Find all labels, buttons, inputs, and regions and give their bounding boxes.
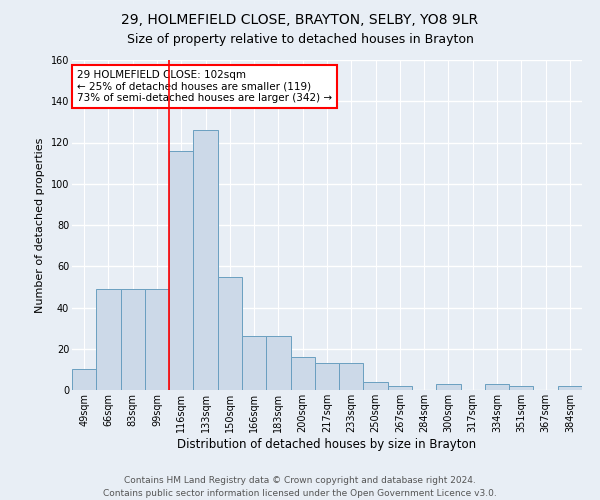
Bar — [388, 386, 412, 390]
Bar — [218, 276, 242, 390]
Bar — [436, 384, 461, 390]
Bar — [339, 363, 364, 390]
Bar — [558, 386, 582, 390]
Bar — [96, 289, 121, 390]
Bar — [145, 289, 169, 390]
Text: 29, HOLMEFIELD CLOSE, BRAYTON, SELBY, YO8 9LR: 29, HOLMEFIELD CLOSE, BRAYTON, SELBY, YO… — [121, 12, 479, 26]
Bar — [266, 336, 290, 390]
Text: Contains HM Land Registry data © Crown copyright and database right 2024.
Contai: Contains HM Land Registry data © Crown c… — [103, 476, 497, 498]
X-axis label: Distribution of detached houses by size in Brayton: Distribution of detached houses by size … — [178, 438, 476, 450]
Bar — [169, 151, 193, 390]
Y-axis label: Number of detached properties: Number of detached properties — [35, 138, 45, 312]
Text: Size of property relative to detached houses in Brayton: Size of property relative to detached ho… — [127, 32, 473, 46]
Bar — [72, 370, 96, 390]
Bar — [364, 382, 388, 390]
Bar — [121, 289, 145, 390]
Bar — [193, 130, 218, 390]
Bar — [290, 357, 315, 390]
Bar — [509, 386, 533, 390]
Text: 29 HOLMEFIELD CLOSE: 102sqm
← 25% of detached houses are smaller (119)
73% of se: 29 HOLMEFIELD CLOSE: 102sqm ← 25% of det… — [77, 70, 332, 103]
Bar — [315, 363, 339, 390]
Bar — [242, 336, 266, 390]
Bar — [485, 384, 509, 390]
